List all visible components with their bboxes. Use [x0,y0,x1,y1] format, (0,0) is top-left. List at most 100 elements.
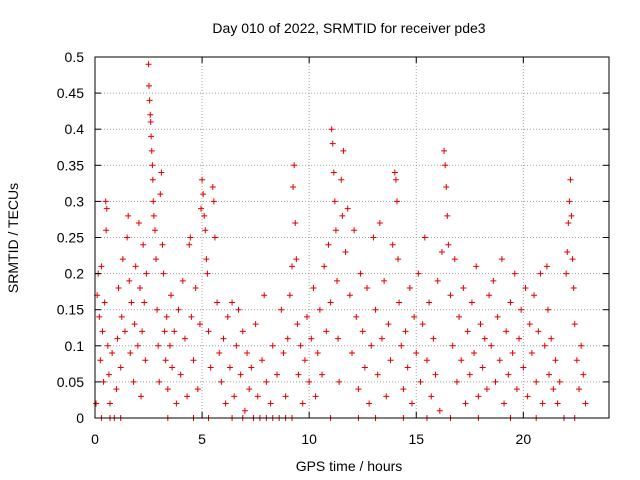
data-point [486,292,493,299]
data-point [453,378,460,385]
chart-title: Day 010 of 2022, SRMTID for receiver pde… [212,20,485,36]
data-point [539,400,546,407]
data-point [543,263,550,270]
data-point [198,205,205,212]
data-point [423,357,430,364]
data-point [304,313,311,320]
data-point [460,285,467,292]
data-point [441,147,448,154]
data-points [93,61,589,421]
data-point [331,198,338,205]
data-point [284,335,291,342]
data-point [374,371,381,378]
data-point [145,61,152,68]
data-point [385,321,392,328]
data-point [372,306,379,313]
data-point [237,371,244,378]
data-point [158,169,165,176]
data-point [580,371,587,378]
data-point [102,198,109,205]
data-point [175,306,182,313]
data-point [204,270,211,277]
y-tick-label: 0.4 [65,121,85,137]
y-tick-label: 0 [76,410,84,426]
data-point [421,234,428,241]
data-point [404,364,411,371]
data-point [161,328,168,335]
data-point [316,306,323,313]
data-point [516,335,523,342]
data-point [150,198,157,205]
y-tick-label: 0.3 [65,193,85,209]
data-point [444,212,451,219]
data-point [168,292,175,299]
data-point [537,270,544,277]
data-point [216,350,223,357]
data-point [336,378,343,385]
data-point [325,241,332,248]
data-point [299,400,306,407]
data-point [339,212,346,219]
data-point [99,328,106,335]
data-point [101,299,108,306]
data-point [269,342,276,349]
data-point [153,256,160,263]
data-point [564,248,571,255]
data-point [278,306,285,313]
data-point [150,212,157,219]
data-point [261,292,268,299]
y-tick-label: 0.05 [57,374,84,390]
data-point [312,393,319,400]
data-point [395,256,402,263]
data-point [524,393,531,400]
data-point [184,393,191,400]
data-point [400,386,407,393]
data-point [241,407,248,414]
data-point [290,183,297,190]
data-point [210,198,217,205]
data-point [190,357,197,364]
y-tick-label: 0.25 [57,230,84,246]
data-point [505,371,512,378]
data-point [490,277,497,284]
data-point [393,198,400,205]
data-point [366,400,373,407]
x-tick-label: 15 [408,431,424,447]
data-point [327,299,334,306]
data-point [252,321,259,328]
data-point [142,357,149,364]
data-point [392,176,399,183]
data-point [118,313,125,320]
data-point [154,306,161,313]
data-point [363,285,370,292]
data-point [520,364,527,371]
data-point [522,285,529,292]
data-point [449,342,456,349]
data-point [293,256,300,263]
data-point [357,270,364,277]
data-point [294,321,301,328]
data-point [471,350,478,357]
data-point [211,234,218,241]
data-point [509,350,516,357]
data-point [335,335,342,342]
data-point [224,313,231,320]
data-point [246,386,253,393]
data-point [192,285,199,292]
data-point [114,335,121,342]
data-point [323,328,330,335]
data-point [568,212,575,219]
data-point [103,227,110,234]
data-point [569,256,576,263]
data-point [226,364,233,371]
data-point [151,227,158,234]
data-point [571,321,578,328]
data-point [513,386,520,393]
data-point [578,342,585,349]
data-point [248,364,255,371]
data-point [314,350,321,357]
data-point [162,357,169,364]
data-point [308,335,315,342]
data-point [166,342,173,349]
data-point [104,342,111,349]
